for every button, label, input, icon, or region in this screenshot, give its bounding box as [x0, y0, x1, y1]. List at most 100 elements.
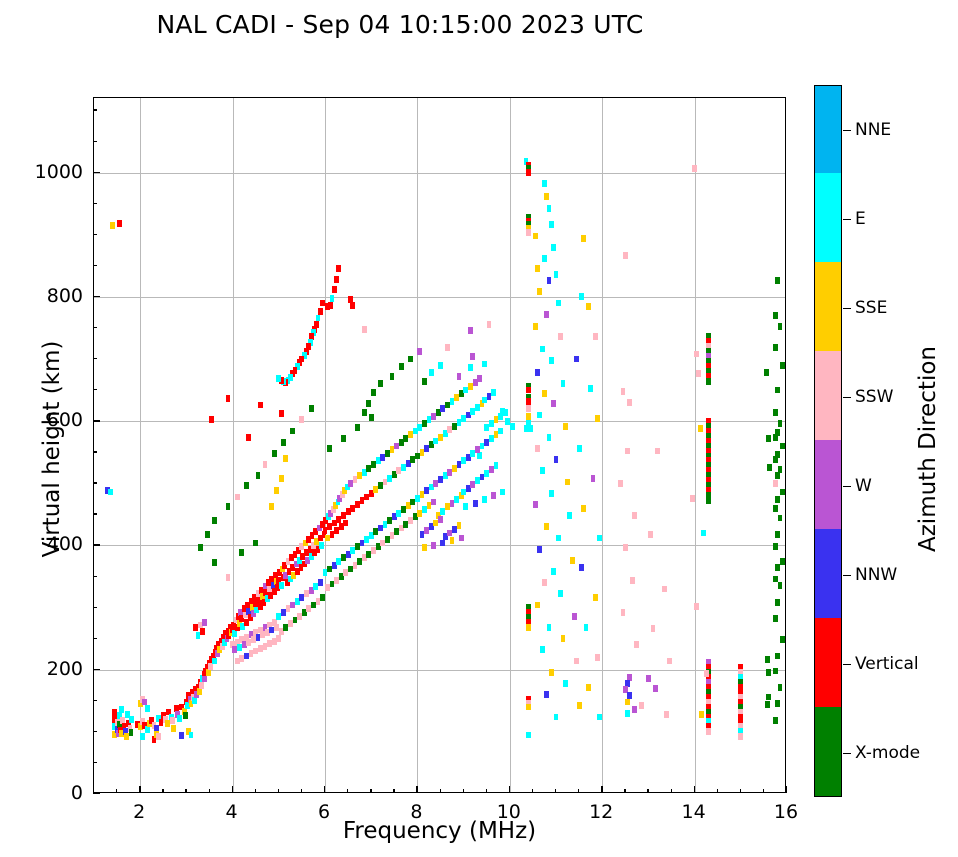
data-point [169, 713, 175, 721]
x-tick [693, 786, 695, 793]
data-point [442, 472, 448, 480]
data-point [244, 619, 249, 626]
data-point [368, 413, 374, 421]
data-point [211, 559, 217, 567]
data-point [548, 221, 554, 229]
data-point [562, 679, 568, 687]
data-point [525, 394, 531, 401]
data-point [706, 432, 711, 440]
data-point [332, 502, 338, 510]
data-point [509, 422, 515, 430]
data-point [122, 728, 128, 736]
data-point [255, 590, 261, 598]
data-point [244, 652, 249, 660]
x-tick [254, 789, 257, 793]
data-point [597, 713, 603, 721]
data-point [470, 481, 476, 488]
data-point [440, 405, 446, 413]
data-point [375, 543, 381, 551]
data-point [335, 498, 341, 506]
data-point [345, 550, 351, 558]
x-tick [485, 789, 488, 793]
data-point [231, 621, 236, 629]
data-point [525, 225, 531, 232]
x-tick [370, 789, 372, 793]
data-point [525, 386, 531, 394]
y-tick [93, 482, 97, 484]
data-point [361, 468, 367, 476]
data-point [470, 353, 476, 360]
data-point [555, 299, 561, 307]
data-point [525, 228, 531, 236]
data-point [234, 657, 240, 665]
data-point [544, 691, 550, 698]
x-tick [162, 789, 164, 793]
x-tick [624, 789, 626, 793]
data-point [275, 584, 281, 592]
data-point [156, 733, 162, 741]
y-tick [93, 264, 97, 267]
data-point [410, 456, 416, 464]
data-point [484, 423, 490, 431]
colorbar-label-ssw: SSW [855, 386, 894, 407]
data-point [301, 609, 307, 616]
data-point [295, 546, 301, 554]
data-point [212, 648, 218, 656]
data-point [525, 401, 531, 409]
data-point [706, 693, 711, 701]
colorbar-segment-sse [815, 262, 841, 352]
y-tick [93, 793, 100, 795]
data-point [308, 405, 314, 413]
data-point [331, 561, 337, 569]
data-point [317, 534, 323, 542]
data-point [412, 513, 418, 521]
data-point [237, 643, 242, 651]
data-point [112, 730, 118, 738]
data-point [384, 450, 390, 457]
data-point [438, 515, 443, 523]
data-point [267, 621, 272, 629]
data-point [572, 612, 577, 620]
data-point [706, 477, 711, 485]
data-point [738, 663, 744, 671]
data-point [486, 392, 492, 400]
x-tick-label: 10 [496, 801, 521, 823]
data-point [475, 404, 480, 411]
data-point [773, 479, 778, 487]
data-point [338, 523, 344, 531]
data-point [230, 625, 236, 633]
data-point [625, 698, 631, 706]
data-point [144, 704, 150, 712]
data-point [128, 729, 134, 736]
data-point [312, 325, 318, 333]
data-point [354, 500, 360, 508]
data-point [297, 359, 302, 367]
data-point [666, 657, 672, 665]
data-point [576, 445, 582, 452]
data-point [627, 692, 633, 700]
colorbar-segment-ssw [815, 351, 841, 441]
data-point [267, 640, 272, 648]
x-tick-label: 4 [225, 801, 238, 823]
data-point [301, 560, 307, 568]
data-point [525, 609, 531, 616]
colorbar-label-x-mode: X-mode [855, 742, 921, 763]
data-point [318, 542, 324, 549]
data-point [525, 731, 531, 739]
data-point [428, 523, 434, 531]
data-point [347, 479, 353, 487]
data-point [706, 472, 711, 480]
data-point [548, 489, 554, 497]
data-point [373, 486, 379, 493]
data-point [371, 461, 376, 469]
data-point [706, 678, 711, 686]
data-point [525, 382, 531, 390]
data-point [331, 519, 337, 527]
data-point [394, 442, 400, 450]
x-tick [739, 789, 742, 793]
data-point [627, 673, 633, 681]
data-point [627, 399, 633, 406]
x-tick [786, 786, 788, 793]
data-point [391, 471, 397, 478]
data-point [523, 157, 529, 165]
